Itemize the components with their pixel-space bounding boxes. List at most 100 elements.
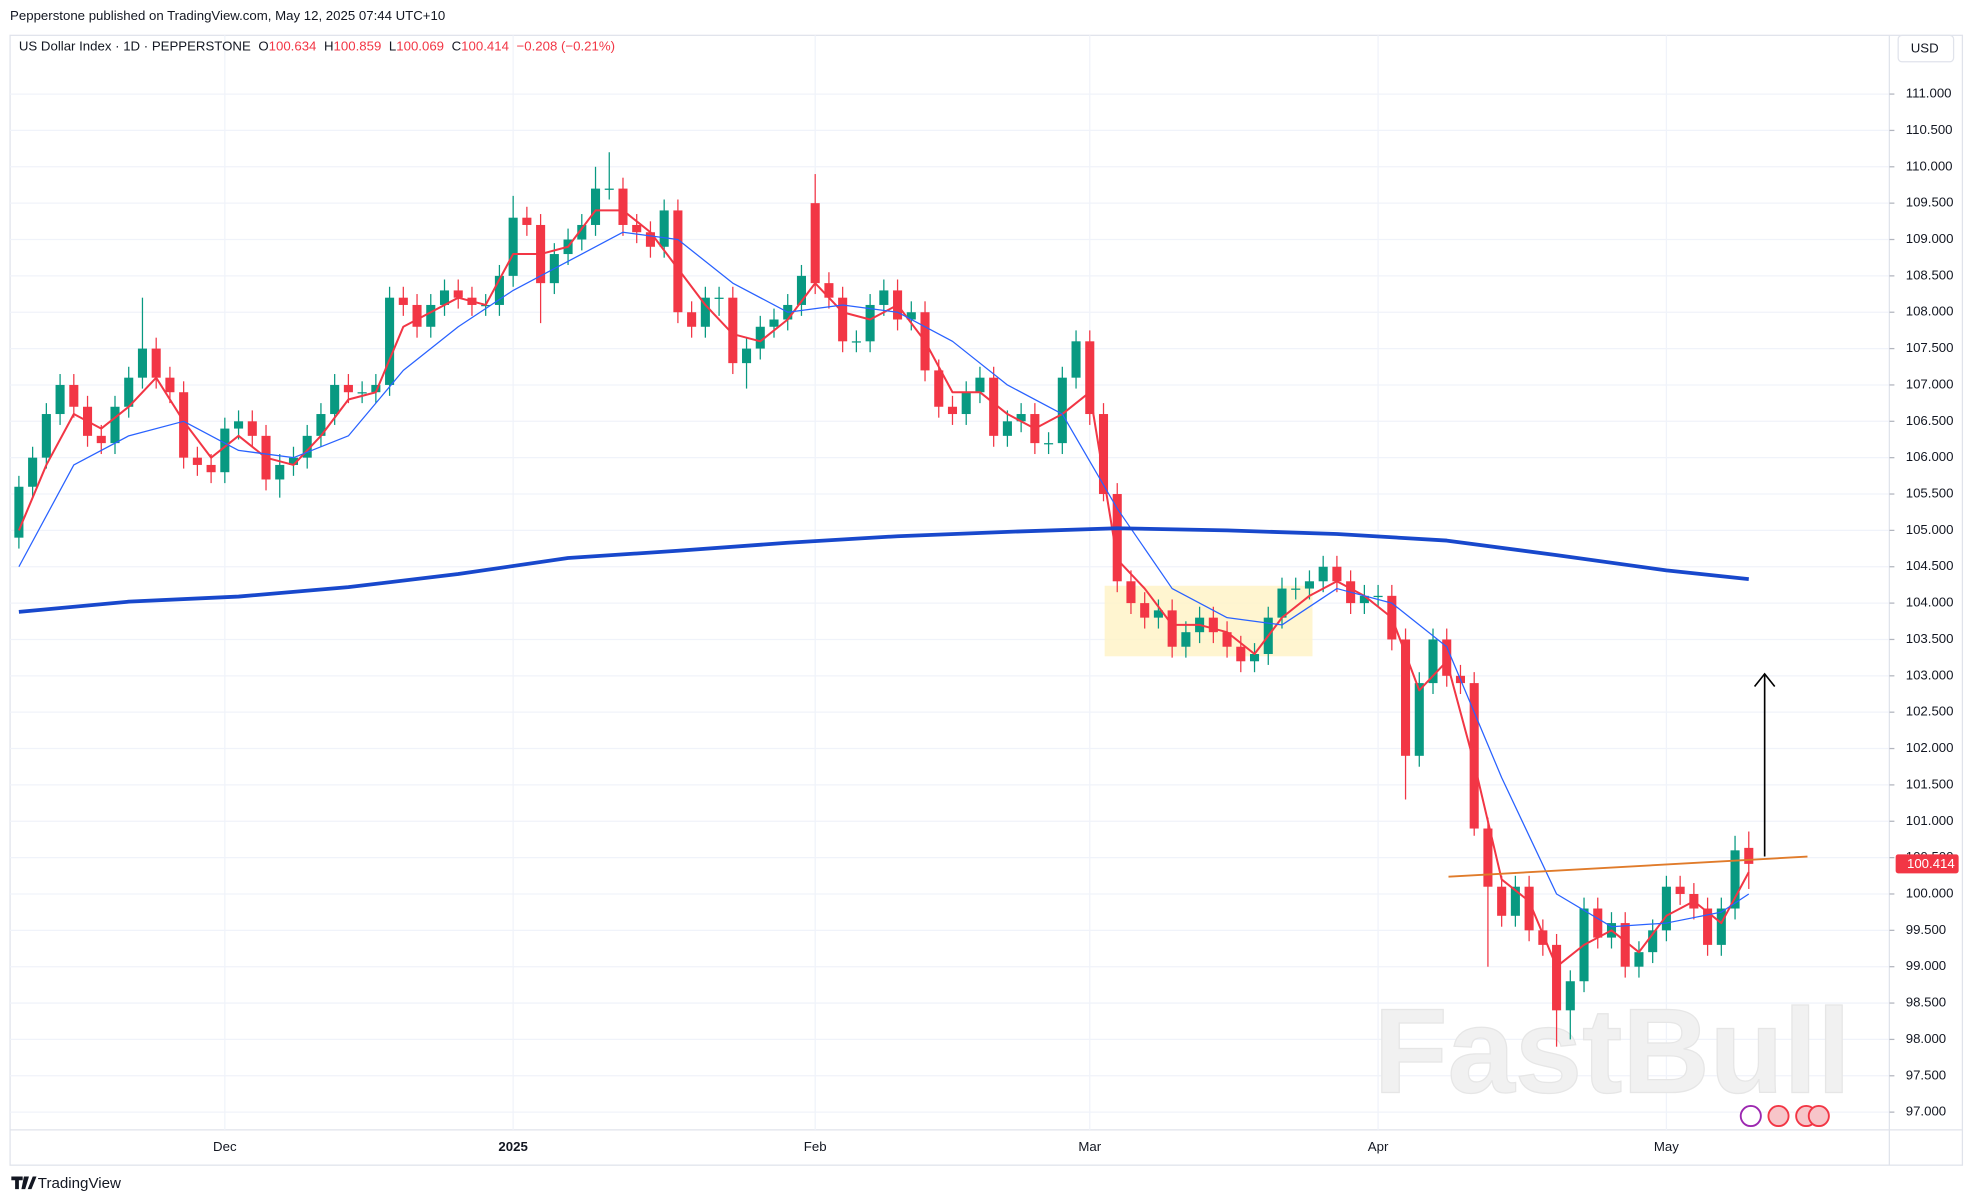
- event-icon: [1807, 1105, 1830, 1128]
- candle-body: [1497, 886, 1507, 916]
- chart-frame: [9, 34, 1964, 1166]
- candle-body: [714, 297, 724, 299]
- symbol-line: US Dollar Index · 1D · PEPPERSTONE O100.6…: [19, 38, 615, 53]
- candle-body: [110, 406, 120, 444]
- y-tick-label: 107.000: [1906, 376, 1954, 391]
- symbol: US Dollar Index · 1D · PEPPERSTONE: [19, 38, 251, 53]
- watermark: FastBull: [1374, 984, 1851, 1119]
- high-label: H: [324, 38, 334, 53]
- candle-body: [1620, 923, 1630, 967]
- close-value: 100.414: [461, 38, 509, 53]
- candle-body: [1140, 603, 1150, 618]
- candle-body: [1510, 886, 1520, 916]
- candle-body: [1153, 610, 1163, 618]
- y-tick-label: 99.500: [1906, 922, 1946, 937]
- candle-body: [343, 384, 353, 393]
- y-tick-label: 104.000: [1906, 595, 1954, 610]
- candle-body: [1126, 581, 1136, 604]
- y-tick-label: 97.000: [1906, 1104, 1946, 1119]
- y-tick-label: 108.500: [1906, 267, 1954, 282]
- candle-body: [220, 428, 230, 473]
- candle-body: [357, 392, 367, 394]
- candle-body: [742, 348, 752, 364]
- candle-body: [96, 435, 106, 444]
- candle-body: [700, 297, 710, 327]
- y-tick-label: 100.000: [1906, 885, 1954, 900]
- candle-body: [1744, 847, 1754, 864]
- candle-body: [989, 377, 999, 436]
- candle-body: [1373, 595, 1383, 598]
- candle-body: [934, 370, 944, 407]
- candle-body: [165, 377, 175, 393]
- candle-body: [1016, 414, 1026, 422]
- candle-body: [618, 188, 628, 225]
- candle-body: [247, 421, 257, 436]
- candle-body: [1249, 654, 1260, 662]
- candle-body: [947, 406, 958, 415]
- candle-body: [371, 384, 381, 393]
- candle-body: [412, 304, 422, 327]
- candle-body: [426, 304, 436, 327]
- low-label: L: [389, 38, 396, 53]
- candle-body: [302, 435, 312, 458]
- candle-body: [1222, 632, 1232, 647]
- candle-body: [961, 392, 971, 415]
- candle-body: [179, 392, 189, 458]
- currency-box[interactable]: [1897, 34, 1955, 63]
- candle-body: [1208, 617, 1218, 633]
- y-tick-label: 109.000: [1906, 231, 1954, 246]
- moving-average-line: [17, 209, 1750, 968]
- candle-body: [1552, 944, 1562, 1011]
- open-value: 100.634: [269, 38, 317, 53]
- candle-body: [1414, 683, 1424, 756]
- y-tick-label: 103.500: [1906, 631, 1954, 646]
- candle-body: [906, 312, 916, 320]
- candle-body: [975, 377, 985, 393]
- candle-body: [522, 217, 532, 225]
- y-tick-label: 110.500: [1906, 122, 1953, 137]
- y-tick-label: 109.500: [1906, 195, 1954, 210]
- y-tick-label: 105.000: [1906, 522, 1954, 537]
- x-tick-label: 2025: [498, 1139, 527, 1154]
- candle-body: [769, 319, 779, 327]
- candle-body: [69, 384, 79, 407]
- candle-body: [604, 188, 614, 190]
- target-arrow-head: [1753, 672, 1776, 688]
- candle-body: [590, 188, 601, 225]
- low-value: 100.069: [396, 38, 444, 53]
- y-tick-label: 104.500: [1906, 558, 1954, 573]
- candle-body: [632, 224, 642, 233]
- candle-body: [206, 464, 216, 473]
- candle-body: [385, 297, 395, 385]
- candle-body: [1401, 639, 1411, 756]
- candle-body: [1442, 639, 1452, 676]
- x-tick-label: Mar: [1078, 1139, 1101, 1154]
- candle-body: [865, 304, 875, 342]
- candle-body: [1565, 981, 1575, 1011]
- candle-body: [687, 312, 697, 327]
- candle-body: [1730, 850, 1740, 909]
- x-tick-label: May: [1654, 1139, 1679, 1154]
- x-tick-label: Apr: [1368, 1139, 1389, 1154]
- candle-body: [1634, 952, 1644, 967]
- y-tick-label: 107.500: [1906, 340, 1954, 355]
- candle-body: [1648, 930, 1658, 953]
- candle-body: [728, 297, 738, 364]
- price-axis: 97.000 97.500 98.000 98.500 99.000 99.500 100.…: [213, 86, 1959, 1154]
- y-tick-label: 106.000: [1906, 449, 1954, 464]
- y-tick-label: 105.500: [1906, 486, 1954, 501]
- candle-body: [1098, 414, 1109, 495]
- event-icon: [1767, 1105, 1790, 1128]
- candle-body: [1469, 683, 1479, 829]
- logo-mark: [11, 1176, 37, 1190]
- candle-body: [838, 297, 848, 342]
- candle-body: [577, 224, 587, 240]
- candle-body: [1071, 341, 1081, 378]
- candle-body: [1359, 595, 1369, 604]
- y-tick-label: 97.500: [1906, 1067, 1946, 1082]
- last-price-tag: [1895, 854, 1959, 874]
- grid: [10, 35, 1890, 1130]
- candle-body: [55, 384, 65, 415]
- y-tick-label: 111.000: [1906, 86, 1952, 101]
